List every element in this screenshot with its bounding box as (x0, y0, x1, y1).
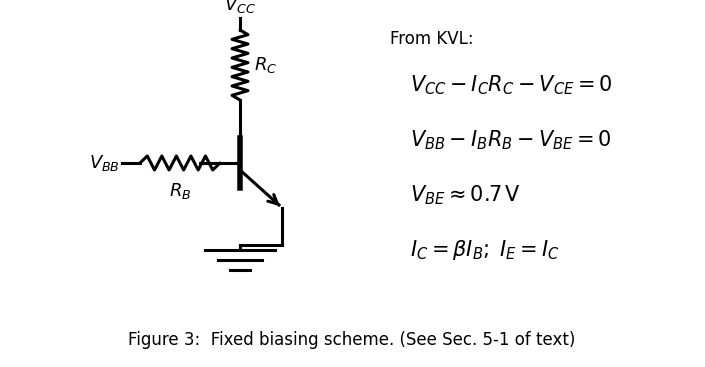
Text: From KVL:: From KVL: (390, 30, 474, 48)
Text: $V_{BB}$: $V_{BB}$ (89, 153, 120, 173)
Text: $V_{BE} \approx 0.7\,\mathrm{V}$: $V_{BE} \approx 0.7\,\mathrm{V}$ (410, 183, 521, 207)
Text: $V_{BB} - I_B R_B - V_{BE} = 0$: $V_{BB} - I_B R_B - V_{BE} = 0$ (410, 128, 612, 152)
Text: $I_C = \beta I_B;\; I_E = I_C$: $I_C = \beta I_B;\; I_E = I_C$ (410, 238, 559, 262)
Text: $V_{CC} - I_C R_C - V_{CE} = 0$: $V_{CC} - I_C R_C - V_{CE} = 0$ (410, 73, 613, 97)
Text: $V_{CC}$: $V_{CC}$ (224, 0, 256, 15)
Text: $R_C$: $R_C$ (254, 55, 277, 75)
Text: $R_B$: $R_B$ (168, 181, 191, 201)
Text: Figure 3:  Fixed biasing scheme. (See Sec. 5-1 of text): Figure 3: Fixed biasing scheme. (See Sec… (128, 331, 576, 349)
